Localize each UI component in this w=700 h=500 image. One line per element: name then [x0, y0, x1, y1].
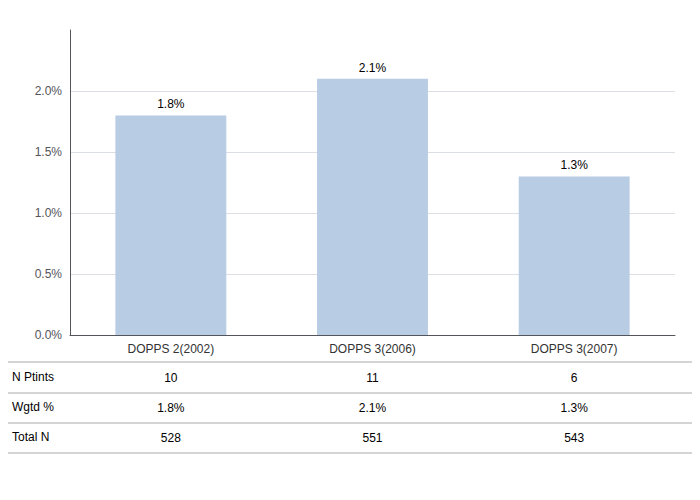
- svg-text:Wgtd %: Wgtd %: [12, 400, 54, 414]
- svg-text:543: 543: [564, 431, 584, 445]
- svg-text:1.5%: 1.5%: [35, 145, 63, 159]
- svg-text:11: 11: [366, 371, 379, 385]
- svg-text:2.1%: 2.1%: [359, 401, 387, 415]
- svg-text:1.0%: 1.0%: [35, 206, 63, 220]
- svg-text:DOPPS 3(2006): DOPPS 3(2006): [329, 342, 416, 356]
- svg-text:2.1%: 2.1%: [359, 61, 387, 75]
- svg-text:551: 551: [362, 431, 382, 445]
- svg-text:2.0%: 2.0%: [35, 84, 63, 98]
- svg-text:6: 6: [571, 371, 578, 385]
- svg-text:1.3%: 1.3%: [560, 401, 588, 415]
- svg-text:1.3%: 1.3%: [560, 158, 588, 172]
- svg-text:1.8%: 1.8%: [157, 401, 185, 415]
- svg-text:10: 10: [164, 371, 178, 385]
- svg-text:1.8%: 1.8%: [157, 97, 185, 111]
- svg-text:0.0%: 0.0%: [35, 328, 63, 342]
- svg-text:N Ptints: N Ptints: [12, 370, 54, 384]
- svg-text:528: 528: [161, 431, 181, 445]
- svg-text:DOPPS 2(2002): DOPPS 2(2002): [127, 342, 214, 356]
- svg-text:Total N: Total N: [12, 430, 49, 444]
- svg-text:DOPPS 3(2007): DOPPS 3(2007): [531, 342, 618, 356]
- svg-text:0.5%: 0.5%: [35, 267, 63, 281]
